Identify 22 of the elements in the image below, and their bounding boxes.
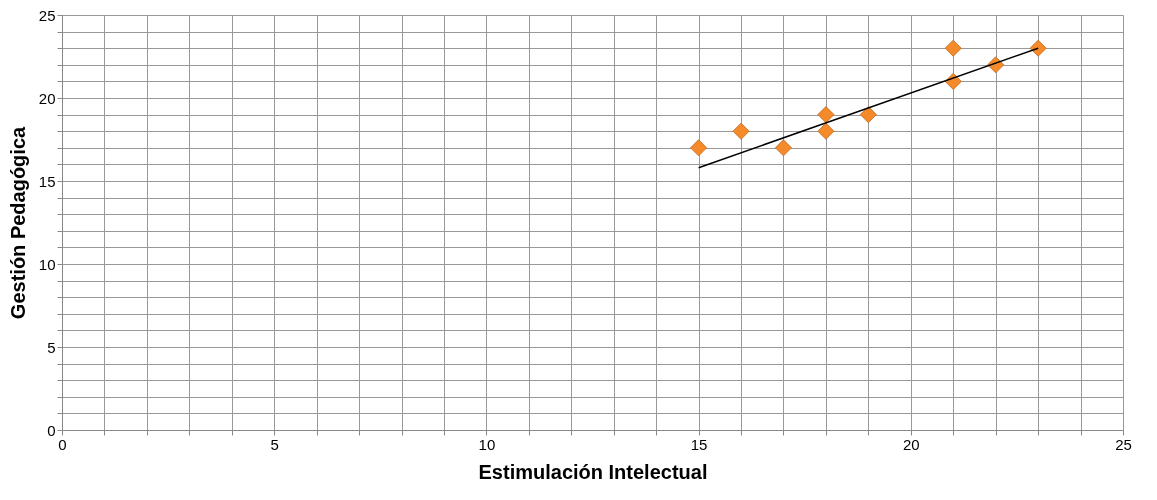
- point: [1029, 39, 1047, 57]
- y-tick-label: 20: [38, 89, 56, 107]
- point: [817, 106, 835, 124]
- point: [944, 39, 962, 57]
- point: [859, 106, 877, 124]
- x-tick-label: 10: [478, 435, 496, 453]
- y-tick-label: 5: [47, 338, 56, 356]
- y-axis-title: Gestión Pedagógica: [6, 125, 29, 320]
- point: [732, 122, 750, 140]
- y-tick-label: 25: [38, 6, 56, 24]
- point: [775, 139, 792, 157]
- x-tick-label: 0: [58, 435, 67, 453]
- x-tick-label: 20: [902, 435, 920, 453]
- x-tick-label: 5: [270, 435, 279, 453]
- y-tick-label: 15: [38, 172, 56, 190]
- x-axis-title: Estimulación Intelectual: [478, 460, 708, 483]
- point: [817, 122, 835, 140]
- x-tick-label: 25: [1115, 435, 1132, 453]
- y-tick-label: 10: [38, 255, 56, 273]
- y-tick-label: 0: [47, 421, 56, 439]
- point: [690, 139, 708, 157]
- x-tick-label: 15: [690, 435, 708, 453]
